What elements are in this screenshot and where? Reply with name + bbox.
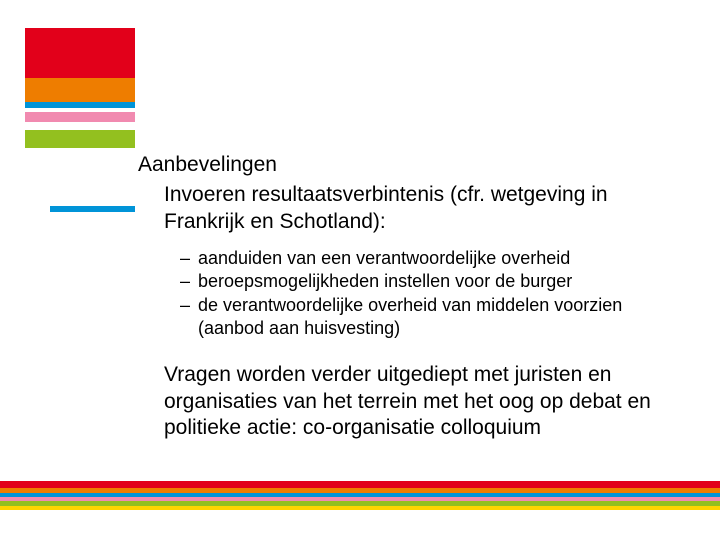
bullet-list: –aanduiden van een verantwoordelijke ove… [180,247,668,341]
bottom-stripe [0,481,720,488]
bullet-item: –aanduiden van een verantwoordelijke ove… [180,247,668,270]
bullet-text: aanduiden van een verantwoordelijke over… [198,247,668,270]
subheading: Invoeren resultaatsverbintenis (cfr. wet… [164,182,668,235]
bottom-stripe [0,506,720,510]
heading: Aanbevelingen [138,152,668,178]
top-stripe [25,78,135,102]
bullet-text: beroepsmogelijkheden instellen voor de b… [198,270,668,293]
bullet-item: –de verantwoordelijke overheid van midde… [180,294,668,341]
slide-content: Aanbevelingen Invoeren resultaatsverbint… [138,152,668,441]
bullet-item: –beroepsmogelijkheden instellen voor de … [180,270,668,293]
bottom-stripes [0,481,720,510]
bullet-dash: – [180,247,198,270]
bullet-dash: – [180,294,198,341]
paragraph: Vragen worden verder uitgediept met juri… [164,362,668,441]
top-stripe [25,112,135,122]
top-stripe [25,130,135,148]
top-stripe [25,0,135,28]
bullet-dash: – [180,270,198,293]
top-stripe [25,122,135,130]
top-color-block [25,0,135,148]
top-stripe [25,28,135,78]
top-accent-bar [50,206,135,212]
bullet-text: de verantwoordelijke overheid van middel… [198,294,668,341]
